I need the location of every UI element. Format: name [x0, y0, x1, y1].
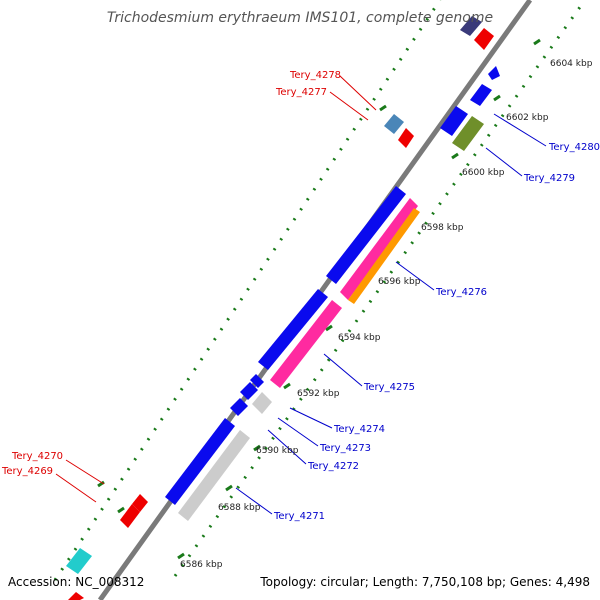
tick-label-6596: 6596 kbp: [378, 277, 421, 287]
gene-label-tery-4275: Tery_4275: [363, 382, 415, 393]
feature-tery-4271-grey: [178, 430, 250, 521]
tick-label-6588: 6588 kbp: [218, 503, 261, 513]
outer-dotted-track: [53, 0, 442, 581]
tick-label-6592: 6592 kbp: [297, 389, 340, 399]
tick-label-6594: 6594 kbp: [338, 333, 381, 343]
features: [66, 16, 500, 600]
feature-tery-4276-orange: [348, 208, 420, 304]
feature-navy: [460, 16, 482, 36]
tick-label-6600: 6600 kbp: [462, 168, 505, 178]
summary-text: Topology: circular; Length: 7,750,108 bp…: [259, 575, 590, 589]
gene-labels: Tery_4278 Tery_4277 Tery_4280 Tery_4279 …: [1, 70, 600, 522]
inner-dotted-track: [173, 0, 587, 577]
feature-tery-4275-blue: [258, 289, 328, 370]
tick-labels: 6586 kbp 6588 kbp 6590 kbp 6592 kbp 6594…: [180, 59, 593, 570]
gene-label-tery-4274: Tery_4274: [333, 424, 385, 435]
feature-tery-4269: [120, 504, 140, 528]
tick-label-6602: 6602 kbp: [506, 113, 549, 123]
leader-lines: [55, 75, 547, 515]
feature-blue-arrow-1: [470, 84, 492, 106]
feature-red-bottom: [68, 592, 84, 600]
gene-label-tery-4280: Tery_4280: [548, 142, 600, 153]
feature-tery-4270: [132, 494, 148, 512]
gene-label-tery-4272: Tery_4272: [307, 461, 359, 472]
feature-tery-4279: [452, 116, 484, 151]
tick-label-6586: 6586 kbp: [180, 560, 223, 570]
gene-label-tery-4271: Tery_4271: [273, 511, 325, 522]
feature-tery-4280: [440, 106, 468, 136]
feature-blue-arrow-2: [488, 66, 500, 80]
feature-red-top: [474, 28, 494, 50]
feature-tery-4276-blue: [326, 186, 406, 284]
feature-tery-4271-blue: [165, 418, 235, 505]
feature-tery-4274-a: [240, 382, 258, 400]
feature-tery-4277: [398, 128, 414, 148]
tick-label-6604: 6604 kbp: [550, 59, 593, 69]
accession-text: Accession: NC_008312: [8, 575, 144, 589]
feature-tery-4278: [384, 114, 404, 134]
tick-label-6598: 6598 kbp: [421, 223, 464, 233]
tick-marks: [97, 38, 541, 560]
gene-label-tery-4278: Tery_4278: [289, 70, 341, 81]
gene-label-tery-4269: Tery_4269: [1, 466, 53, 477]
feature-tery-4275-pink: [270, 300, 342, 388]
gene-label-tery-4279: Tery_4279: [523, 173, 575, 184]
gene-label-tery-4276: Tery_4276: [435, 287, 487, 298]
tick-label-6590: 6590 kbp: [256, 446, 299, 456]
gene-label-tery-4270: Tery_4270: [11, 451, 63, 462]
feature-tery-4272: [230, 398, 248, 416]
gene-label-tery-4277: Tery_4277: [275, 87, 327, 98]
feature-tery-4274-b: [250, 374, 264, 388]
feature-tery-4273: [252, 392, 272, 414]
map-title: Trichodesmium erythraeum IMS101, complet…: [107, 10, 493, 26]
gene-label-tery-4273: Tery_4273: [319, 443, 371, 454]
feature-tery-4276-pink: [340, 198, 418, 300]
feature-cyan: [66, 548, 92, 574]
